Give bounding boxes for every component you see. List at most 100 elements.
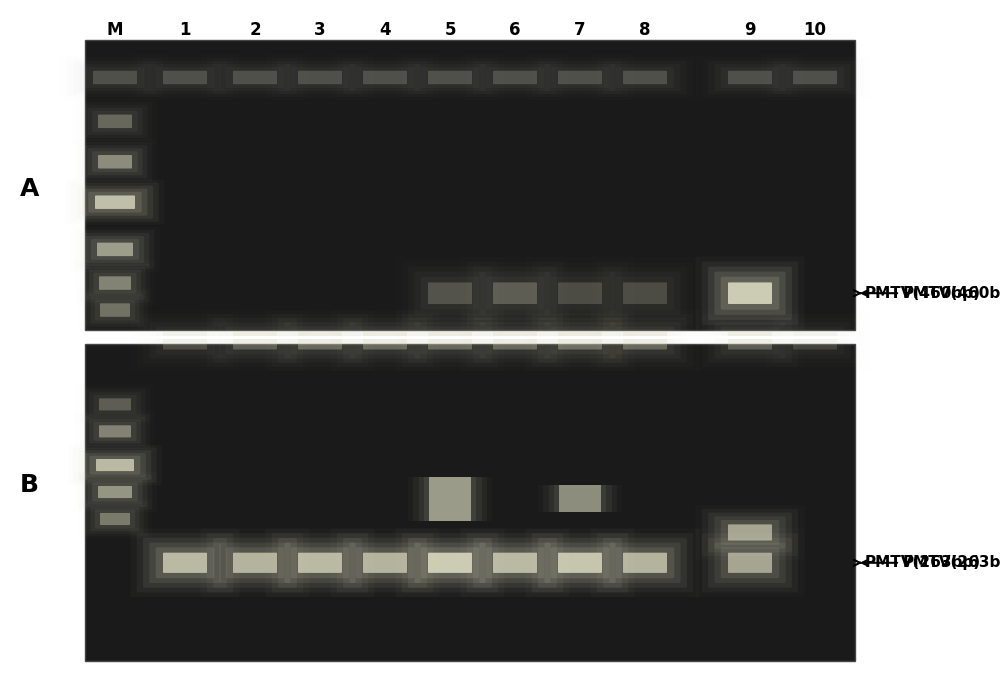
Bar — [413, 477, 487, 520]
Text: 2: 2 — [249, 22, 261, 39]
FancyBboxPatch shape — [94, 272, 136, 294]
FancyBboxPatch shape — [408, 538, 492, 588]
FancyBboxPatch shape — [98, 115, 132, 128]
FancyBboxPatch shape — [73, 448, 157, 483]
FancyBboxPatch shape — [479, 543, 551, 583]
FancyBboxPatch shape — [86, 236, 144, 263]
FancyBboxPatch shape — [603, 538, 687, 588]
FancyBboxPatch shape — [721, 520, 779, 545]
FancyBboxPatch shape — [728, 71, 772, 84]
FancyBboxPatch shape — [92, 111, 138, 132]
FancyBboxPatch shape — [363, 71, 407, 84]
FancyBboxPatch shape — [298, 71, 342, 84]
Text: PMTV(263bp): PMTV(263bp) — [903, 555, 1000, 570]
FancyBboxPatch shape — [88, 191, 142, 213]
FancyBboxPatch shape — [428, 332, 472, 349]
FancyBboxPatch shape — [623, 332, 667, 349]
FancyBboxPatch shape — [721, 547, 779, 578]
FancyBboxPatch shape — [702, 262, 798, 325]
FancyBboxPatch shape — [89, 419, 141, 443]
FancyBboxPatch shape — [708, 538, 792, 588]
Text: B: B — [20, 473, 39, 497]
FancyBboxPatch shape — [414, 543, 486, 583]
FancyBboxPatch shape — [363, 553, 407, 573]
FancyBboxPatch shape — [793, 71, 837, 84]
FancyBboxPatch shape — [708, 512, 792, 553]
FancyBboxPatch shape — [233, 553, 277, 573]
FancyBboxPatch shape — [98, 155, 132, 168]
Bar — [429, 477, 471, 520]
FancyBboxPatch shape — [538, 538, 622, 588]
FancyBboxPatch shape — [714, 516, 786, 549]
FancyBboxPatch shape — [79, 450, 151, 480]
FancyBboxPatch shape — [96, 459, 134, 471]
FancyBboxPatch shape — [92, 483, 138, 501]
FancyBboxPatch shape — [278, 538, 362, 588]
FancyBboxPatch shape — [98, 486, 132, 498]
FancyBboxPatch shape — [343, 538, 427, 588]
FancyBboxPatch shape — [100, 513, 130, 525]
Text: 9: 9 — [744, 22, 756, 39]
FancyBboxPatch shape — [616, 326, 674, 355]
Bar — [424, 477, 476, 520]
FancyBboxPatch shape — [532, 533, 628, 592]
FancyBboxPatch shape — [89, 270, 141, 297]
Bar — [543, 485, 617, 512]
FancyBboxPatch shape — [623, 71, 667, 84]
FancyBboxPatch shape — [163, 71, 207, 84]
Text: 7: 7 — [574, 22, 586, 39]
Bar — [85, 40, 855, 330]
FancyBboxPatch shape — [100, 303, 130, 317]
Text: 8: 8 — [639, 22, 651, 39]
FancyBboxPatch shape — [233, 71, 277, 84]
FancyBboxPatch shape — [137, 533, 233, 592]
Bar — [554, 485, 606, 512]
FancyBboxPatch shape — [428, 71, 472, 84]
FancyBboxPatch shape — [219, 543, 291, 583]
FancyBboxPatch shape — [486, 326, 544, 355]
FancyBboxPatch shape — [94, 422, 136, 441]
FancyBboxPatch shape — [71, 183, 159, 222]
FancyBboxPatch shape — [551, 547, 609, 578]
FancyBboxPatch shape — [793, 332, 837, 349]
FancyBboxPatch shape — [291, 547, 349, 578]
FancyBboxPatch shape — [95, 510, 135, 528]
FancyBboxPatch shape — [428, 282, 472, 304]
FancyBboxPatch shape — [163, 553, 207, 573]
FancyBboxPatch shape — [728, 524, 772, 541]
FancyBboxPatch shape — [421, 547, 479, 578]
FancyBboxPatch shape — [91, 239, 139, 259]
FancyBboxPatch shape — [623, 553, 667, 573]
Bar — [85, 344, 855, 661]
Text: 10: 10 — [804, 22, 826, 39]
FancyBboxPatch shape — [99, 276, 131, 290]
FancyBboxPatch shape — [421, 326, 479, 355]
FancyBboxPatch shape — [493, 332, 537, 349]
Text: 4: 4 — [379, 22, 391, 39]
FancyBboxPatch shape — [84, 453, 146, 477]
Text: 1: 1 — [179, 22, 191, 39]
FancyBboxPatch shape — [728, 553, 772, 573]
FancyBboxPatch shape — [87, 480, 143, 504]
FancyBboxPatch shape — [83, 189, 147, 216]
FancyBboxPatch shape — [551, 326, 609, 355]
FancyBboxPatch shape — [90, 456, 140, 474]
Bar — [548, 485, 612, 512]
Text: PMTV(460bp): PMTV(460bp) — [903, 286, 1000, 301]
FancyBboxPatch shape — [163, 332, 207, 349]
Bar — [408, 477, 492, 520]
Text: A: A — [20, 177, 39, 201]
FancyBboxPatch shape — [473, 538, 557, 588]
FancyBboxPatch shape — [493, 553, 537, 573]
FancyBboxPatch shape — [708, 267, 792, 320]
FancyBboxPatch shape — [149, 543, 221, 583]
FancyBboxPatch shape — [558, 332, 602, 349]
FancyBboxPatch shape — [81, 233, 149, 266]
Text: PMTV(263bp): PMTV(263bp) — [854, 555, 981, 570]
FancyBboxPatch shape — [291, 326, 349, 355]
FancyBboxPatch shape — [402, 533, 498, 592]
FancyBboxPatch shape — [493, 71, 537, 84]
FancyBboxPatch shape — [156, 547, 214, 578]
FancyBboxPatch shape — [91, 507, 139, 531]
FancyBboxPatch shape — [728, 332, 772, 349]
